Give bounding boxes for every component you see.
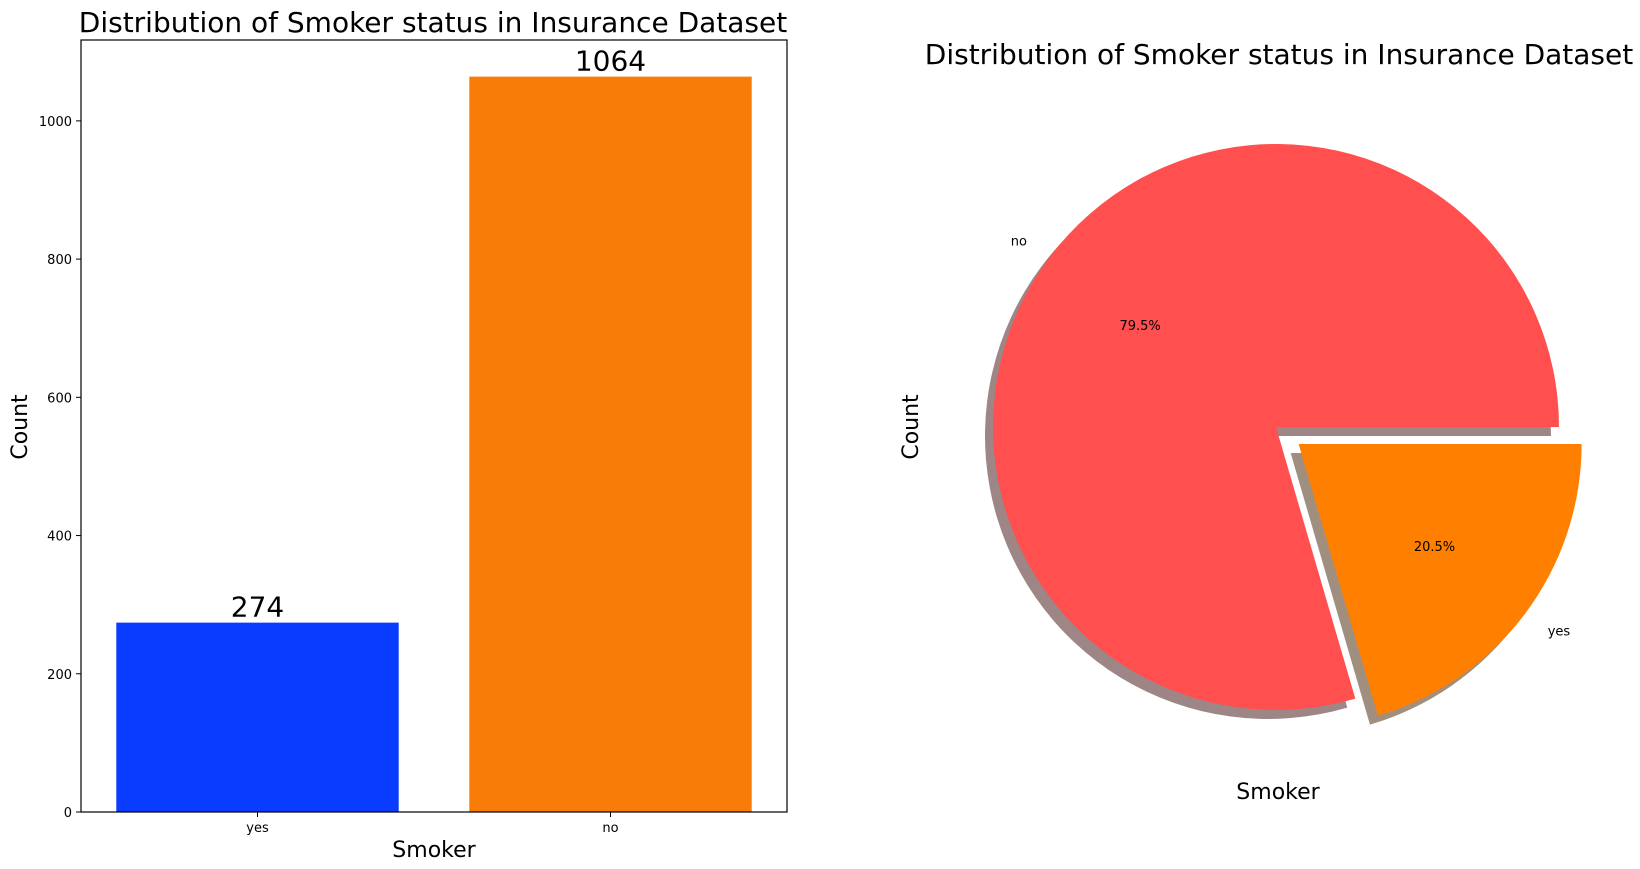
- bar-yes: [116, 622, 399, 812]
- pie-chart-title: Distribution of Smoker status in Insuran…: [925, 38, 1633, 71]
- bar-no: [469, 76, 752, 813]
- bar-x-axis-label: Smoker: [392, 838, 476, 863]
- y-tick-label-1000: 1000: [39, 115, 72, 130]
- pie-label-no: no: [1011, 234, 1027, 249]
- pie-percent-label-yes: 20.5%: [1414, 540, 1455, 555]
- pie-label-yes: yes: [1548, 625, 1571, 640]
- pie-percent-label-no: 79.5%: [1119, 319, 1160, 334]
- bar-data-label-yes: 274: [231, 591, 284, 624]
- bar-data-label-no: 1064: [575, 45, 646, 78]
- bar-y-axis-ticks: 0 200 400 600 800 1000: [39, 115, 81, 821]
- bar-marks: 274 1064: [116, 45, 752, 813]
- bar-chart-title: Distribution of Smoker status in Insuran…: [79, 6, 787, 39]
- y-tick-label-200: 200: [47, 668, 72, 683]
- y-tick-label-0: 0: [64, 806, 72, 821]
- bar-chart: Distribution of Smoker status in Insuran…: [8, 6, 788, 863]
- y-tick-label-800: 800: [47, 253, 72, 268]
- x-tick-label-no: no: [602, 821, 618, 836]
- bar-y-axis-label: Count: [8, 394, 33, 460]
- y-tick-label-400: 400: [47, 530, 72, 545]
- pie-slice-no: [993, 144, 1559, 711]
- y-tick-label-600: 600: [47, 391, 72, 406]
- pie-x-axis-label: Smoker: [1236, 780, 1320, 805]
- pie-slices: [993, 144, 1582, 716]
- x-tick-label-yes: yes: [246, 821, 269, 836]
- pie-slice-yes: [1298, 443, 1582, 716]
- pie-chart: Distribution of Smoker status in Insuran…: [899, 38, 1633, 805]
- bar-x-axis-ticks: yes no: [246, 812, 619, 836]
- bar-plot-frame: [80, 39, 788, 813]
- pie-y-axis-label: Count: [899, 394, 924, 460]
- pie-labels: no 79.5% yes 20.5%: [1011, 234, 1571, 639]
